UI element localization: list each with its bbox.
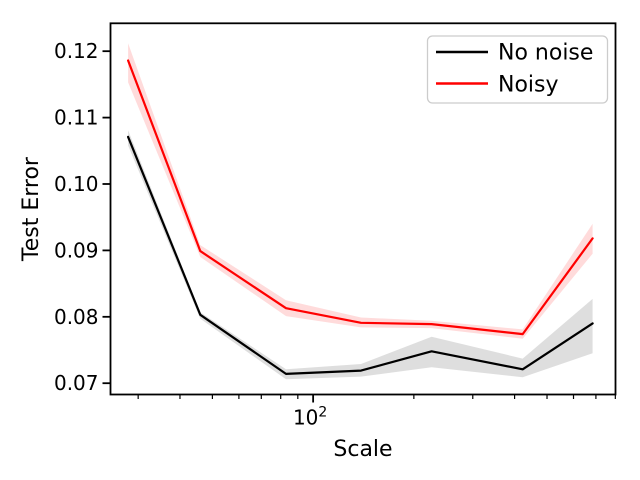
plot-area-border bbox=[109, 22, 617, 396]
band-noisy bbox=[128, 43, 593, 339]
x-axis-label: Scale bbox=[333, 437, 392, 462]
y-tick-label: 0.12 bbox=[54, 39, 99, 63]
tick-labels: 0.07 0.08 0.09 0.10 0.11 0.12 102 bbox=[54, 39, 327, 429]
y-tick-label: 0.07 bbox=[54, 371, 99, 395]
y-tick-label: 0.08 bbox=[54, 305, 99, 329]
legend-label-no-noise: No noise bbox=[498, 41, 593, 66]
y-axis-label: Test Error bbox=[19, 156, 44, 262]
y-tick-label: 0.10 bbox=[54, 172, 99, 196]
series-lines bbox=[127, 59, 594, 375]
legend-label-noisy: Noisy bbox=[498, 73, 559, 98]
series-line-no-noise bbox=[127, 135, 594, 375]
band-no-noise bbox=[128, 130, 593, 380]
series-line-noisy bbox=[127, 59, 594, 336]
x-tick-label: 102 bbox=[293, 405, 327, 430]
y-tick-label: 0.09 bbox=[54, 238, 99, 262]
legend: No noise Noisy bbox=[426, 35, 609, 104]
y-tick-label: 0.11 bbox=[54, 106, 99, 130]
